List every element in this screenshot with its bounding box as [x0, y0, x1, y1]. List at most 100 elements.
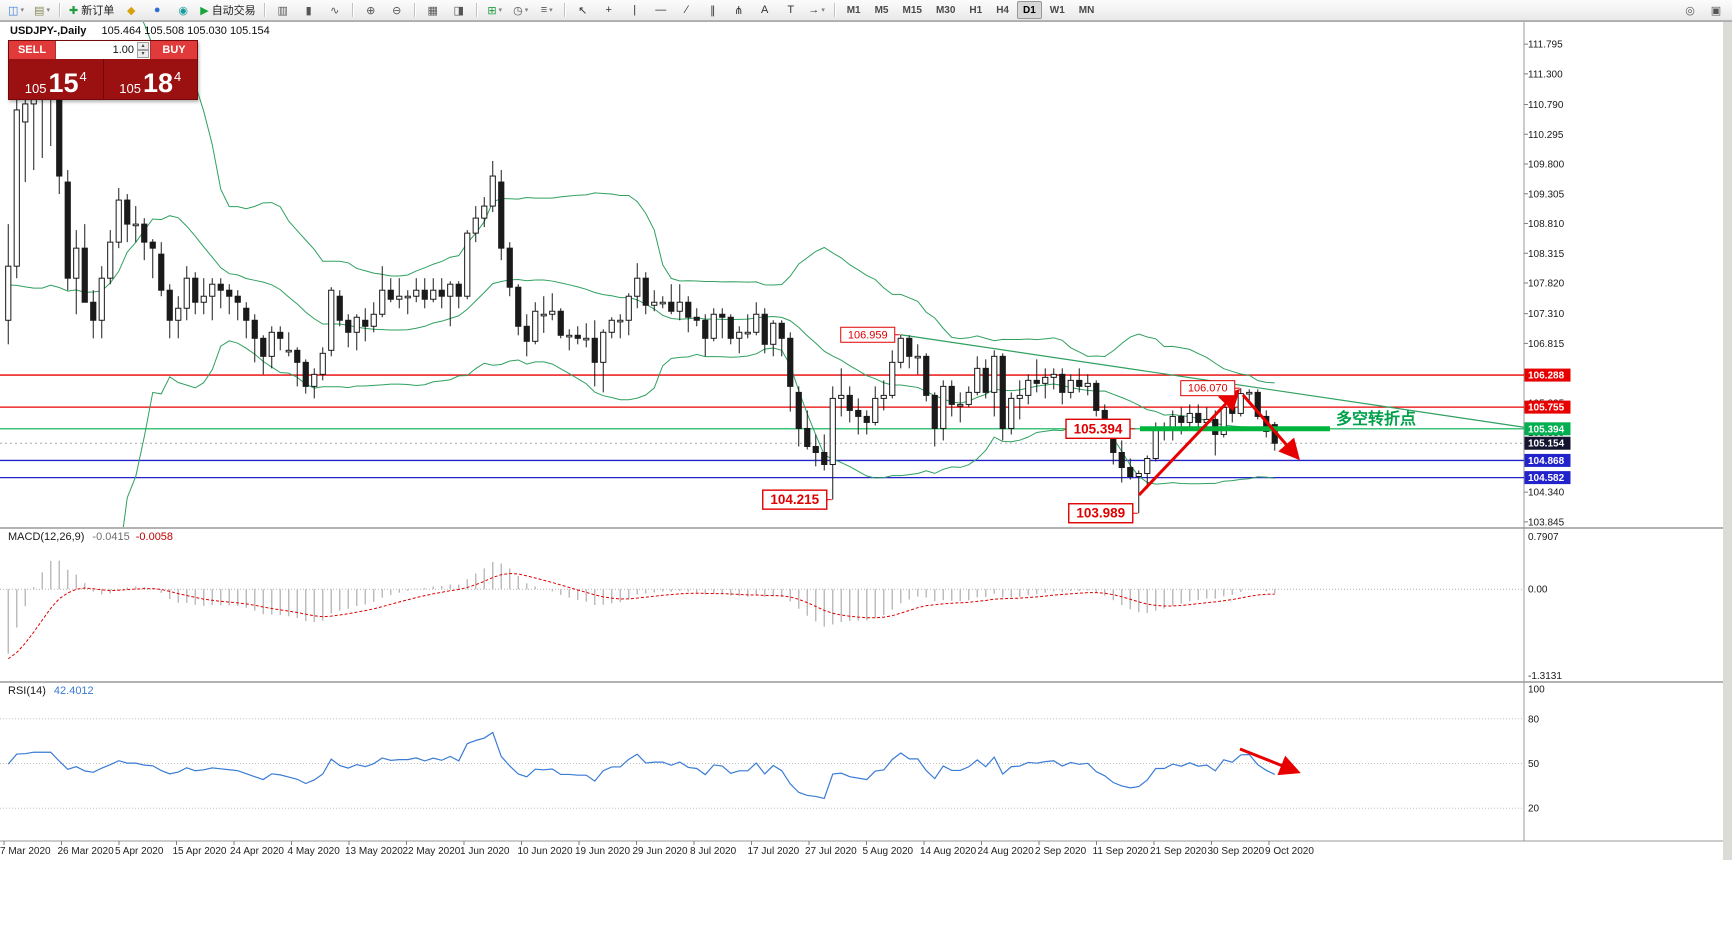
- trend-arrows[interactable]: [1137, 388, 1300, 497]
- timeframe-m15-button[interactable]: M15: [902, 4, 922, 16]
- price-label-box[interactable]: [762, 489, 828, 510]
- profiles-button[interactable]: ▤ ▾: [30, 1, 54, 20]
- svg-text:14 Aug 2020: 14 Aug 2020: [920, 846, 977, 857]
- candle: [251, 319, 258, 339]
- arrows-button[interactable]: → ▾: [805, 1, 829, 20]
- price-label-box[interactable]: [1068, 503, 1134, 524]
- red-arrow[interactable]: [1241, 394, 1300, 461]
- price-label-box[interactable]: [1065, 418, 1131, 440]
- svg-text:17 Jul 2020: 17 Jul 2020: [748, 846, 800, 857]
- periods-button[interactable]: ◷ ▾: [509, 1, 533, 20]
- new-order-button-label: 新订单: [81, 5, 115, 17]
- right-scrollbar[interactable]: [1723, 22, 1732, 860]
- buy-button[interactable]: BUY: [151, 41, 197, 59]
- timeframe-m5-button[interactable]: M5: [874, 4, 889, 16]
- svg-text:5 Apr 2020: 5 Apr 2020: [115, 846, 164, 857]
- chevron-down-icon[interactable]: ▾: [821, 7, 825, 14]
- chevron-down-icon[interactable]: ▾: [498, 7, 503, 14]
- buy-price[interactable]: 105 18 4: [119, 68, 182, 99]
- crosshair-button[interactable]: +: [597, 1, 621, 20]
- timeframe-d1-button[interactable]: D1: [1017, 1, 1042, 19]
- volume-input[interactable]: 1.00 ▴ ▾: [55, 41, 151, 59]
- candle: [294, 349, 301, 363]
- new-chart-button[interactable]: ◫ ▾: [4, 1, 28, 20]
- candle: [1178, 415, 1185, 423]
- timeframe-m30-button[interactable]: M30: [935, 4, 956, 16]
- arrange-windows-button[interactable]: ◨: [447, 1, 471, 20]
- timeframe-h4-button[interactable]: H4: [996, 4, 1009, 16]
- fibonacci-button[interactable]: ⋔: [727, 1, 751, 20]
- candle: [812, 445, 819, 453]
- arrange-windows-icon: ◨: [453, 4, 464, 17]
- candlestick-chart-button[interactable]: ▮: [297, 1, 321, 20]
- candle: [455, 283, 462, 297]
- red-arrow[interactable]: [1137, 388, 1241, 497]
- turning-point-note: 多空转折点: [1336, 409, 1416, 428]
- sell-price[interactable]: 105 15 4: [24, 68, 87, 99]
- candle: [1144, 457, 1151, 475]
- candle: [608, 319, 615, 333]
- fibonacci-icon: ⋔: [734, 4, 744, 17]
- candle: [872, 397, 879, 423]
- tile-windows-button[interactable]: ▦: [421, 1, 445, 20]
- text-button[interactable]: A: [753, 1, 777, 20]
- candle: [515, 286, 522, 327]
- price-label-box[interactable]: [1180, 380, 1236, 397]
- zoom-out-button[interactable]: ⊖: [385, 1, 409, 20]
- candle: [634, 277, 641, 297]
- rsi-red-arrow[interactable]: [1239, 747, 1301, 776]
- svg-text:105.394: 105.394: [1528, 424, 1565, 435]
- price-callouts[interactable]: 106.959 106.070 105.394 104.215 103.989: [762, 326, 1240, 524]
- candle: [404, 295, 411, 299]
- svg-text:105.154: 105.154: [1528, 439, 1565, 450]
- one-click-trading-panel[interactable]: SELL 1.00 ▴ ▾ BUY 105 15 4 105 18 4: [8, 40, 198, 100]
- cursor-button[interactable]: ↖: [571, 1, 595, 20]
- indicators-button[interactable]: ⊞ ▾: [483, 1, 507, 20]
- market-watch-button[interactable]: ●: [145, 1, 169, 20]
- metaeditor-button[interactable]: ◆: [119, 1, 143, 20]
- candle: [345, 319, 352, 333]
- help-button[interactable]: ▣: [1704, 1, 1728, 20]
- vertical-line-button[interactable]: |: [623, 1, 647, 20]
- candle: [574, 334, 581, 339]
- zoom-in-button[interactable]: ⊕: [359, 1, 383, 20]
- chevron-down-icon[interactable]: ▾: [20, 7, 24, 14]
- candle: [940, 385, 947, 429]
- svg-text:107.820: 107.820: [1528, 279, 1565, 290]
- chevron-down-icon[interactable]: ▾: [524, 7, 529, 14]
- candle: [787, 337, 794, 387]
- candle: [676, 301, 683, 312]
- timeframe-mn-button[interactable]: MN: [1078, 4, 1095, 16]
- volume-value[interactable]: 1.00: [112, 44, 134, 56]
- horizontal-line-button[interactable]: —: [649, 1, 673, 20]
- toolbar-separator: [475, 3, 478, 17]
- candle: [13, 109, 20, 267]
- candle: [829, 397, 836, 466]
- volume-up-button[interactable]: ▴: [137, 42, 149, 50]
- candle: [336, 295, 343, 321]
- autotrading-button[interactable]: ▶ 自动交易: [197, 1, 258, 20]
- line-chart-button[interactable]: ∿: [323, 1, 347, 20]
- chevron-down-icon[interactable]: ▾: [549, 7, 553, 14]
- bars-chart-button[interactable]: ▥: [271, 1, 295, 20]
- timeframe-m1-button[interactable]: M1: [846, 4, 861, 16]
- svg-text:111.300: 111.300: [1528, 69, 1563, 80]
- candle: [1008, 397, 1015, 429]
- trendline-button[interactable]: ∕: [675, 1, 699, 20]
- timeframe-w1-button[interactable]: W1: [1049, 4, 1065, 16]
- svg-text:106.070: 106.070: [1188, 383, 1228, 395]
- volume-down-button[interactable]: ▾: [137, 50, 149, 58]
- price-label-box[interactable]: [840, 326, 896, 343]
- channel-button[interactable]: ∥: [701, 1, 725, 20]
- templates-button[interactable]: ≡ ▾: [535, 1, 559, 20]
- chevron-down-icon[interactable]: ▾: [46, 7, 50, 14]
- new-order-button[interactable]: ✚ 新订单: [66, 1, 117, 20]
- sell-button[interactable]: SELL: [9, 41, 55, 59]
- navigator-button[interactable]: ◉: [171, 1, 195, 20]
- text-label-button[interactable]: T: [779, 1, 803, 20]
- timeframe-h1-button[interactable]: H1: [969, 4, 983, 16]
- candle: [744, 331, 751, 335]
- candle: [192, 277, 199, 303]
- search-button[interactable]: ◎: [1678, 1, 1702, 20]
